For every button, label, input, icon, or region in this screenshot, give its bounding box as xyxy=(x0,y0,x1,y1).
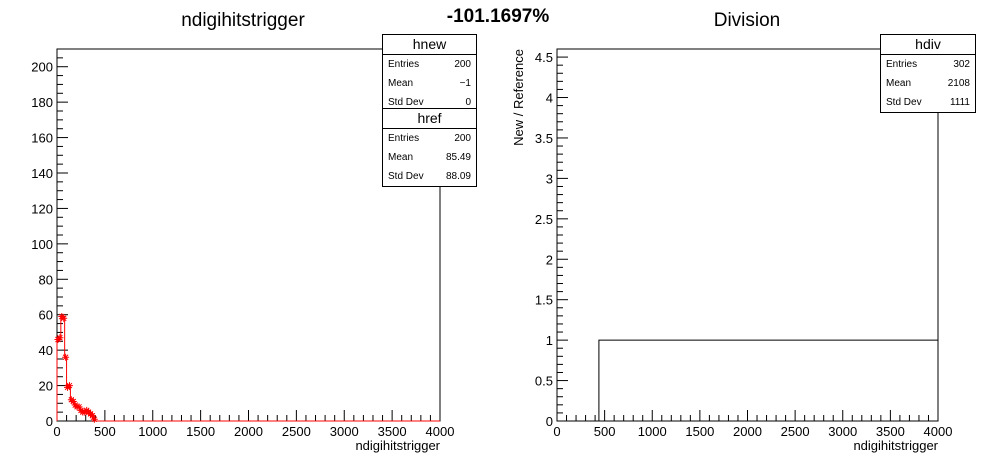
stats-key: Entries xyxy=(388,133,420,144)
stats-value: 0 xyxy=(465,97,471,108)
stats-box-hdiv: hdiv Entries 302 Mean 2108 Std Dev 1111 xyxy=(880,34,976,113)
c1-y-tick-label: 3 xyxy=(546,171,553,186)
c0-y-tick-label: 120 xyxy=(31,201,53,216)
c0-y-tick-label: 0 xyxy=(46,414,53,429)
stats-value: 200 xyxy=(454,59,471,70)
c1-x-tick-label: 1500 xyxy=(685,424,714,439)
stats-row: Mean 2108 xyxy=(881,74,975,93)
c0-y-tick-label: 180 xyxy=(31,95,53,110)
c1-y-tick-label: 0 xyxy=(546,414,553,429)
c1-y-tick-label: 2 xyxy=(546,252,553,267)
c0-y-tick-label: 40 xyxy=(39,343,53,358)
stats-box-title: hdiv xyxy=(881,35,975,55)
stats-row: Std Dev 88.09 xyxy=(383,167,476,186)
stats-value: 1111 xyxy=(949,97,970,108)
c1-y-tick-label: 1.5 xyxy=(535,293,553,308)
c0-data-point xyxy=(90,415,98,423)
c0-x-tick-label: 1000 xyxy=(138,424,167,439)
stats-key: Std Dev xyxy=(388,171,424,182)
c1-x-axis-label: ndigihitstrigger xyxy=(853,438,938,453)
stats-key: Entries xyxy=(886,59,918,70)
c0-series-line xyxy=(56,315,440,422)
stats-value: 302 xyxy=(953,59,970,70)
c1-x-tick-label: 3500 xyxy=(876,424,905,439)
c1-x-tick-label: 3000 xyxy=(828,424,857,439)
stats-value: 2108 xyxy=(947,78,970,89)
stats-value: 85.49 xyxy=(445,152,471,163)
stats-key: Entries xyxy=(388,59,420,70)
c1-x-tick-label: 4000 xyxy=(924,424,953,439)
c1-y-tick-label: 4.5 xyxy=(535,50,553,65)
c1-y-tick-label: 4 xyxy=(546,91,553,106)
c1-y-tick-label: 1 xyxy=(546,333,553,348)
c0-data-point xyxy=(65,382,73,390)
c0-x-tick-label: 4000 xyxy=(426,424,455,439)
stats-row: Mean −1 xyxy=(383,74,476,93)
c1-x-tick-label: 1000 xyxy=(638,424,667,439)
stats-value: 88.09 xyxy=(445,171,471,182)
c0-data-point xyxy=(69,398,77,406)
c1-x-tick-label: 500 xyxy=(594,424,616,439)
c0-data-point xyxy=(75,403,83,411)
stats-row: Std Dev 1111 xyxy=(881,93,975,112)
c0-data-point xyxy=(62,353,70,361)
stats-key: Mean xyxy=(388,78,414,89)
c0-x-tick-label: 2000 xyxy=(234,424,263,439)
stats-key: Std Dev xyxy=(886,97,922,108)
c1-y-tick-label: 3.5 xyxy=(535,131,553,146)
c0-data-point xyxy=(88,412,96,420)
stats-key: Mean xyxy=(388,152,414,163)
c1-x-tick-label: 0 xyxy=(553,424,560,439)
c0-y-tick-label: 200 xyxy=(31,60,53,75)
c1-y-tick-label: 0.5 xyxy=(535,374,553,389)
stats-row: Mean 85.49 xyxy=(383,148,476,167)
c0-x-tick-label: 500 xyxy=(94,424,116,439)
percent-difference: -101.1697% xyxy=(446,6,550,27)
c1-x-tick-label: 2500 xyxy=(781,424,810,439)
c0-y-tick-label: 80 xyxy=(39,272,53,287)
stats-box-href: href Entries 200 Mean 85.49 Std Dev 88.09 xyxy=(382,108,477,187)
stats-key: Mean xyxy=(886,78,912,89)
c0-data-point xyxy=(60,314,68,322)
c0-y-tick-label: 160 xyxy=(31,131,53,146)
c0-y-tick-label: 60 xyxy=(39,308,53,323)
stats-box-title: hnew xyxy=(383,35,476,55)
c0-y-tick-label: 140 xyxy=(31,166,53,181)
c0-x-axis-label: ndigihitstrigger xyxy=(355,438,440,453)
c0-x-tick-label: 3500 xyxy=(378,424,407,439)
stats-value: −1 xyxy=(459,78,471,89)
c1-y-axis-label: New / Reference xyxy=(511,49,526,146)
c0-x-tick-label: 0 xyxy=(53,424,60,439)
c0-x-tick-label: 1500 xyxy=(186,424,215,439)
chart-title-right: Division xyxy=(713,10,781,31)
c0-data-point xyxy=(56,334,64,342)
stats-value: 200 xyxy=(454,133,471,144)
chart-title-left: ndigihitstrigger xyxy=(181,10,305,31)
c0-x-tick-label: 3000 xyxy=(330,424,359,439)
c1-x-tick-label: 2000 xyxy=(733,424,762,439)
stats-row: Std Dev 0 xyxy=(383,93,476,112)
stats-row: Entries 302 xyxy=(881,55,975,74)
stats-box-hnew: hnew Entries 200 Mean −1 Std Dev 0 xyxy=(382,34,477,113)
stats-box-title: href xyxy=(383,109,476,129)
stats-key: Std Dev xyxy=(388,97,424,108)
c1-bar xyxy=(598,339,939,422)
c1-y-tick-label: 2.5 xyxy=(535,212,553,227)
stats-row: Entries 200 xyxy=(383,129,476,148)
c0-x-tick-label: 2500 xyxy=(282,424,311,439)
stats-row: Entries 200 xyxy=(383,55,476,74)
c0-y-tick-label: 100 xyxy=(31,237,53,252)
c0-y-tick-label: 20 xyxy=(39,379,53,394)
